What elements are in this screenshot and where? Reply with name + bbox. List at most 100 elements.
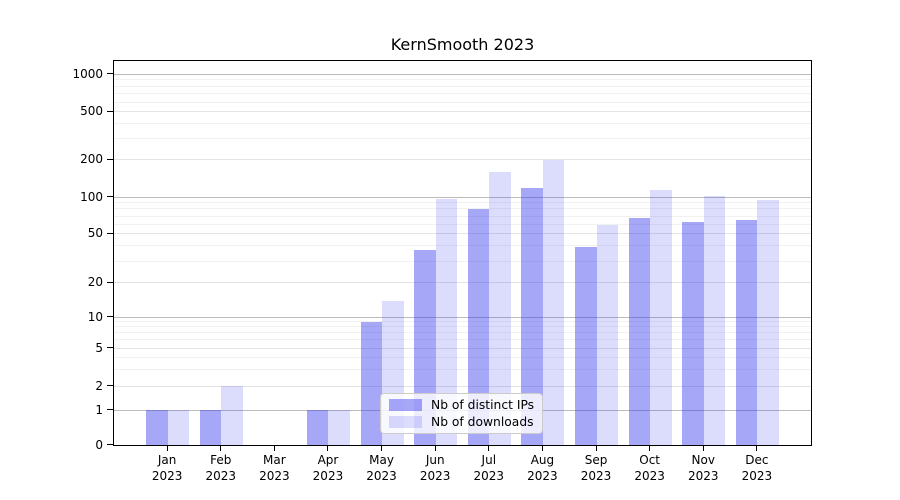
x-label-month: Jan <box>157 453 177 467</box>
bar-downloads-jan <box>167 410 190 445</box>
x-tick-oct <box>649 446 651 451</box>
y-tick-5 <box>106 347 114 348</box>
x-tick-aug <box>541 446 543 451</box>
x-label-month: May <box>369 453 394 467</box>
x-tick-jun <box>434 446 436 451</box>
y-tick-label-100: 100 <box>80 189 103 204</box>
bar-downloads-sep <box>596 225 619 445</box>
x-label-year: 2023 <box>473 469 505 483</box>
y-tick-20 <box>106 281 114 283</box>
gridline-70 <box>114 215 811 217</box>
y-tick-label-10: 10 <box>87 309 103 324</box>
gridline-5 <box>114 347 811 349</box>
y-tick-label-50: 50 <box>87 226 103 241</box>
x-tick-label-jun: Jun 2023 <box>403 452 467 484</box>
bar-ips-may <box>360 321 383 445</box>
x-label-month: Dec <box>745 453 769 467</box>
x-tick-label-feb: Feb 2023 <box>189 452 253 484</box>
x-tick-label-may: May 2023 <box>350 452 414 484</box>
x-label-month: Feb <box>210 453 232 467</box>
x-tick-label-jan: Jan 2023 <box>135 452 199 484</box>
x-tick-jul <box>488 446 490 451</box>
gridline-30 <box>114 260 811 262</box>
y-tick-label-5: 5 <box>95 340 103 355</box>
bar-ips-apr <box>306 410 329 445</box>
gridline-600 <box>114 101 811 103</box>
x-tick-may <box>381 446 383 451</box>
x-label-year: 2023 <box>741 469 773 483</box>
x-label-month: Oct <box>639 453 661 467</box>
gridline-80 <box>114 208 811 210</box>
gridline-800 <box>114 85 811 87</box>
bar-downloads-dec <box>757 200 779 445</box>
x-tick-label-mar: Mar 2023 <box>242 452 306 484</box>
gridline-900 <box>114 79 811 81</box>
plot-area: Nb of distinct IPs Nb of downloads <box>113 60 812 446</box>
legend-swatch-downloads <box>389 415 422 428</box>
x-tick-mar <box>273 446 275 451</box>
y-tick-label-1000: 1000 <box>72 66 103 81</box>
x-label-year: 2023 <box>312 469 344 483</box>
gridline-20 <box>114 282 811 284</box>
legend: Nb of distinct IPs Nb of downloads <box>380 393 543 434</box>
y-tick-label-200: 200 <box>80 152 103 167</box>
x-label-month: Nov <box>691 453 715 467</box>
gridline-2 <box>114 385 811 387</box>
chart-title: KernSmooth 2023 <box>390 35 535 54</box>
bar-downloads-jul <box>489 171 511 445</box>
gridline-6 <box>114 339 811 341</box>
x-label-year: 2023 <box>634 469 665 483</box>
legend-entry-distinct-ips: Nb of distinct IPs <box>389 398 534 412</box>
legend-label-distinct-ips: Nb of distinct IPs <box>431 398 535 413</box>
x-label-year: 2023 <box>205 469 236 483</box>
x-label-month: Sep <box>584 453 608 467</box>
y-tick-label-20: 20 <box>87 275 103 290</box>
legend-entry-downloads: Nb of downloads <box>389 415 534 429</box>
gridline-50 <box>114 233 811 235</box>
x-label-month: Jun <box>425 453 445 467</box>
y-tick-label-2: 2 <box>95 378 103 393</box>
bar-ips-oct <box>628 218 651 445</box>
gridline-10 <box>114 316 811 318</box>
bar-downloads-feb <box>221 386 243 445</box>
bar-ips-dec <box>735 220 758 445</box>
x-tick-label-sep: Sep 2023 <box>564 452 628 484</box>
y-tick-50 <box>106 232 114 234</box>
y-tick-200 <box>106 158 114 160</box>
gridline-100 <box>114 196 811 198</box>
y-tick-500 <box>106 110 114 112</box>
x-tick-label-aug: Aug 2023 <box>510 452 574 484</box>
bar-ips-aug <box>521 188 543 445</box>
x-label-year: 2023 <box>366 469 397 483</box>
gridline-7 <box>114 332 811 334</box>
x-label-year: 2023 <box>527 469 558 483</box>
bar-downloads-jun <box>435 198 458 445</box>
bar-downloads-apr <box>328 410 350 445</box>
legend-swatch-distinct-ips <box>389 399 422 412</box>
x-tick-label-dec: Dec 2023 <box>725 452 789 484</box>
x-label-year: 2023 <box>259 469 290 483</box>
bar-ips-sep <box>575 247 597 445</box>
x-tick-feb <box>220 446 222 451</box>
bar-ips-nov <box>682 221 704 445</box>
gridline-3 <box>114 368 811 370</box>
gridline-9 <box>114 321 811 323</box>
gridline-400 <box>114 123 811 125</box>
gridline-500 <box>114 111 811 113</box>
y-tick-1 <box>106 409 114 411</box>
gridline-200 <box>114 159 811 161</box>
gridline-60 <box>114 223 811 225</box>
x-tick-label-nov: Nov 2023 <box>671 452 735 484</box>
y-tick-100 <box>106 196 114 197</box>
x-tick-sep <box>595 446 597 451</box>
x-label-year: 2023 <box>151 469 183 483</box>
x-label-month: Apr <box>317 453 339 467</box>
x-label-month: Mar <box>263 453 286 467</box>
gridline-40 <box>114 245 811 247</box>
y-tick-label-1: 1 <box>95 402 103 417</box>
x-tick-jan <box>166 446 168 451</box>
x-label-month: Jul <box>481 453 497 467</box>
x-tick-apr <box>327 446 329 451</box>
bar-downloads-aug <box>542 160 565 445</box>
